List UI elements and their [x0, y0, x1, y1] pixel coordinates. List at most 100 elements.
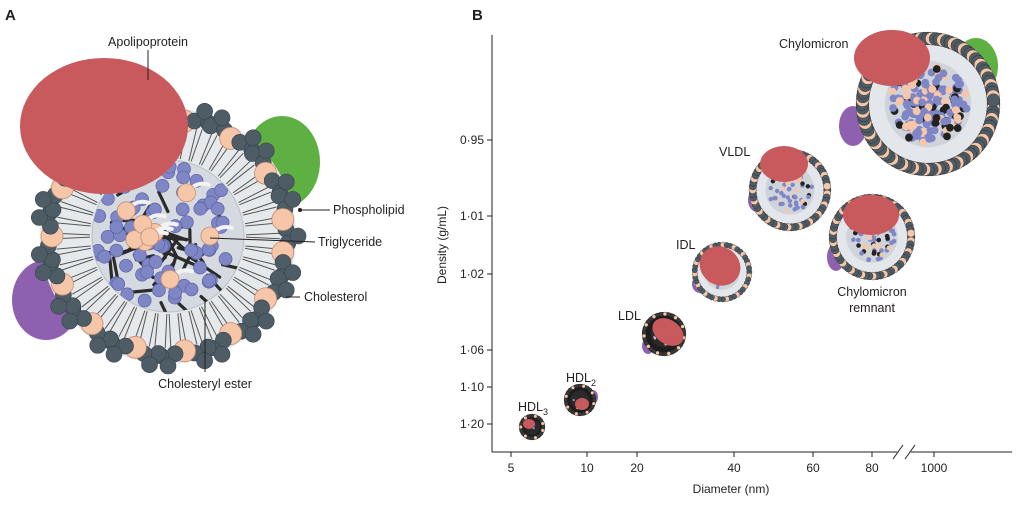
particle-ldl — [641, 311, 687, 357]
core-molecule — [939, 69, 948, 78]
phospholipid-tail — [239, 266, 272, 281]
phospholipid-head — [676, 318, 681, 323]
phospholipid-callout-dot — [298, 208, 302, 212]
particle-vldl — [748, 146, 832, 232]
core-molecule — [953, 113, 962, 122]
phospholipid-tail — [56, 222, 91, 227]
x-tick-label: 1000 — [921, 461, 948, 475]
phospholipid-head — [588, 408, 593, 413]
lipoprotein-particles — [518, 30, 1001, 441]
phospholipid-shell — [31, 97, 307, 375]
core-molecule — [902, 99, 911, 108]
phospholipid-tail — [56, 245, 91, 250]
core-molecule — [926, 91, 934, 100]
core-molecule — [927, 134, 936, 143]
triglyceride-label: Triglyceride — [318, 235, 382, 249]
core-molecule — [895, 96, 904, 105]
phospholipid-head — [213, 345, 231, 363]
triglyceride-head — [193, 201, 208, 216]
phospholipid-head — [648, 316, 654, 322]
phospholipid-tail — [118, 306, 135, 337]
y-ticks: 0·95 1·01 1·02 1·06 1·10 1·20 — [460, 133, 492, 431]
phospholipid-tail — [198, 307, 213, 340]
cholesterol-molecule — [570, 385, 575, 390]
particle-label-remnant: Chylomicron — [837, 285, 907, 299]
core-molecule — [961, 89, 970, 98]
phospholipid-head — [277, 173, 295, 191]
phospholipid-head — [581, 411, 586, 416]
core-molecule — [871, 243, 877, 249]
phospholipid-head — [141, 356, 158, 373]
triglyceride-head — [175, 202, 190, 217]
apolipoprotein-label: Apolipoprotein — [108, 35, 188, 49]
phospholipid-head — [520, 431, 525, 436]
core-molecule — [962, 104, 971, 113]
cholesterol-molecule — [591, 401, 596, 406]
phospholipid-tail — [245, 236, 280, 240]
cholesterol-molecule — [533, 435, 538, 440]
phospholipid-tail — [238, 186, 269, 203]
phospholipid-head — [658, 312, 664, 317]
phospholipid-tail — [190, 129, 203, 162]
apolipoprotein — [575, 398, 589, 410]
triglyceride-head — [184, 243, 198, 257]
phospholipid-tail — [239, 191, 272, 206]
phospholipid-tail — [59, 206, 93, 216]
phospholipid-tail — [168, 313, 172, 348]
cholesterol-molecule — [533, 414, 538, 419]
core-molecule — [786, 187, 792, 192]
phospholipid-head — [746, 265, 752, 272]
particle-label-subscript: 2 — [591, 378, 596, 388]
core-molecule — [534, 419, 538, 423]
phospholipid-label: Phospholipid — [333, 203, 405, 217]
phospholipid-tail — [245, 232, 280, 236]
phospholipid-head — [284, 191, 302, 208]
core-molecule — [928, 85, 937, 93]
cholesterol-molecule — [564, 394, 569, 399]
phospholipid-tail — [84, 287, 111, 312]
core-molecule — [901, 84, 910, 93]
core-molecule — [866, 257, 871, 263]
core-molecule — [855, 237, 861, 243]
core-molecule — [919, 138, 928, 147]
lipoprotein-structure-panel: Apolipoprotein Phospholipid Triglyceride… — [12, 35, 405, 391]
phospholipid-tail — [219, 152, 244, 179]
triglyceride-head — [180, 215, 194, 230]
phospholipid-head — [196, 102, 213, 120]
core-molecule — [795, 205, 800, 210]
axis-break — [892, 444, 916, 460]
phospholipid-head — [213, 109, 231, 127]
phospholipid-tail — [225, 287, 252, 312]
phospholipid-tail — [219, 293, 244, 320]
cholesterol-molecule — [271, 208, 295, 231]
phospholipid-head — [244, 129, 262, 147]
phospholipid-tail — [148, 312, 157, 347]
phospholipid-head — [673, 348, 678, 353]
core-molecule — [879, 252, 885, 258]
panel-b-letter: B — [472, 7, 483, 24]
core-molecule — [943, 117, 952, 126]
core-molecule — [785, 181, 790, 186]
phospholipid-head — [591, 394, 596, 399]
triglyceride-head — [176, 170, 190, 185]
triglyceride-head — [119, 258, 133, 273]
particle-chylomicron — [839, 30, 1001, 177]
cholesteryl-ester-label: Cholesteryl ester — [158, 377, 252, 391]
core-molecule — [884, 233, 890, 239]
phospholipid-tail — [188, 311, 198, 345]
core-molecule — [932, 95, 941, 104]
cholesterol-label: Cholesterol — [304, 290, 367, 304]
triglyceride-head — [210, 201, 225, 216]
cholesterol-molecule — [644, 322, 649, 328]
phospholipid-tail — [217, 149, 240, 177]
core-molecule — [886, 245, 892, 251]
x-tick-label: 80 — [865, 461, 879, 475]
cholesterol-molecule — [523, 415, 528, 420]
triglyceride-head — [148, 255, 163, 269]
triglyceride-head — [137, 293, 152, 308]
phospholipid-tail — [154, 313, 159, 348]
cholesterol-molecule — [565, 405, 570, 410]
particle-label-hdl3: HDL3 — [518, 400, 548, 417]
triglyceride-tail — [157, 190, 170, 214]
phospholipid-head — [578, 412, 583, 417]
